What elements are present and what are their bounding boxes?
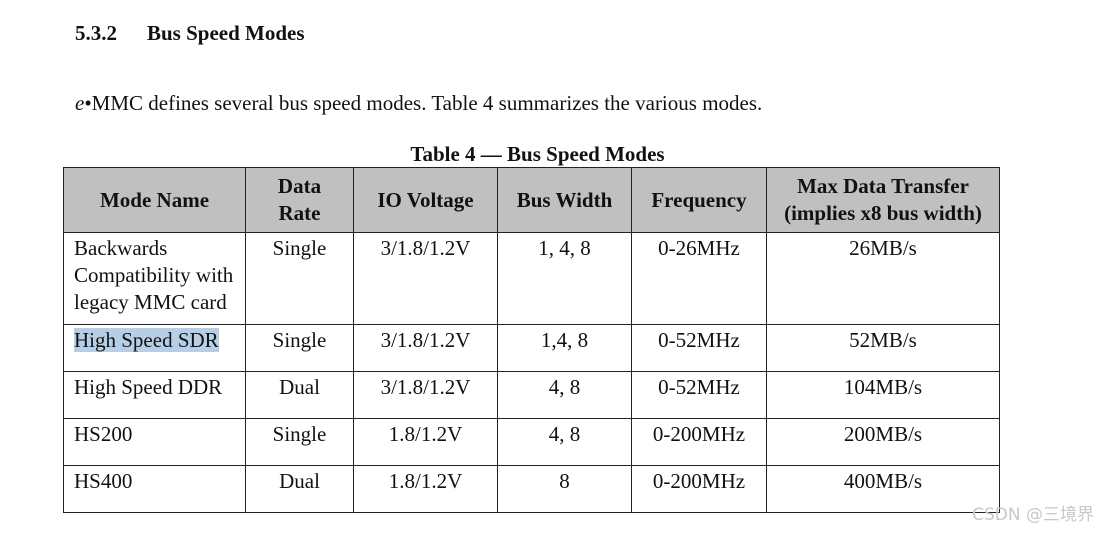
cell-io-voltage: 1.8/1.2V	[353, 418, 498, 466]
cell-bus-width: 4, 8	[497, 371, 632, 419]
mode-name-line: legacy MMC card	[74, 290, 227, 314]
header-data-rate-line1: Data	[277, 174, 322, 198]
header-max-data-transfer: Max Data Transfer (implies x8 bus width)	[766, 167, 1000, 233]
table-row: High Speed SDR Single 3/1.8/1.2V 1,4, 8 …	[63, 324, 1000, 372]
section-title: Bus Speed Modes	[147, 21, 305, 45]
header-frequency: Frequency	[631, 167, 767, 233]
intro-text: •MMC defines several bus speed modes. Ta…	[84, 91, 763, 115]
cell-mode-name: High Speed DDR	[63, 371, 246, 419]
header-io-voltage: IO Voltage	[353, 167, 498, 233]
cell-data-rate: Single	[245, 418, 354, 466]
cell-data-rate: Dual	[245, 371, 354, 419]
cell-max-transfer: 52MB/s	[766, 324, 1000, 372]
cell-frequency: 0-52MHz	[631, 324, 767, 372]
cell-bus-width: 4, 8	[497, 418, 632, 466]
cell-max-transfer: 200MB/s	[766, 418, 1000, 466]
cell-frequency: 0-52MHz	[631, 371, 767, 419]
cell-data-rate: Single	[245, 324, 354, 372]
cell-io-voltage: 1.8/1.2V	[353, 465, 498, 513]
section-number: 5.3.2	[75, 21, 117, 45]
cell-max-transfer: 104MB/s	[766, 371, 1000, 419]
cell-data-rate: Dual	[245, 465, 354, 513]
cell-bus-width: 1, 4, 8	[497, 232, 632, 325]
mode-name-line: Compatibility with	[74, 263, 234, 287]
cell-mode-name: HS400	[63, 465, 246, 513]
table-row: High Speed DDR Dual 3/1.8/1.2V 4, 8 0-52…	[63, 371, 1000, 419]
cell-io-voltage: 3/1.8/1.2V	[353, 324, 498, 372]
mode-name-line: Backwards	[74, 236, 168, 260]
header-data-rate: Data Rate	[245, 167, 354, 233]
cell-mode-name: High Speed SDR	[63, 324, 246, 372]
cell-max-transfer: 400MB/s	[766, 465, 1000, 513]
header-bus-width: Bus Width	[497, 167, 632, 233]
cell-frequency: 0-200MHz	[631, 465, 767, 513]
section-heading: 5.3.2 Bus Speed Modes	[75, 20, 305, 46]
cell-bus-width: 1,4, 8	[497, 324, 632, 372]
cell-io-voltage: 3/1.8/1.2V	[353, 232, 498, 325]
table-caption: Table 4 — Bus Speed Modes	[410, 142, 665, 166]
bus-speed-modes-table: Mode Name Data Rate IO Voltage Bus Width…	[63, 167, 1000, 513]
intro-italic-prefix: e	[75, 91, 85, 115]
cell-io-voltage: 3/1.8/1.2V	[353, 371, 498, 419]
header-max-transfer-line1: Max Data Transfer	[797, 174, 969, 198]
cell-mode-name: Backwards Compatibility with legacy MMC …	[63, 232, 246, 325]
table-row: HS200 Single 1.8/1.2V 4, 8 0-200MHz 200M…	[63, 418, 1000, 466]
selected-text-highlight[interactable]: High Speed SDR	[74, 328, 219, 352]
intro-paragraph: e•MMC defines several bus speed modes. T…	[75, 90, 762, 116]
csdn-watermark: CSDN @三境界	[972, 505, 1094, 525]
cell-bus-width: 8	[497, 465, 632, 513]
table-row: Backwards Compatibility with legacy MMC …	[63, 232, 1000, 325]
table-header-row: Mode Name Data Rate IO Voltage Bus Width…	[63, 167, 1000, 233]
table-row: HS400 Dual 1.8/1.2V 8 0-200MHz 400MB/s	[63, 465, 1000, 513]
header-data-rate-line2: Rate	[278, 201, 321, 225]
cell-mode-name: HS200	[63, 418, 246, 466]
cell-frequency: 0-200MHz	[631, 418, 767, 466]
cell-frequency: 0-26MHz	[631, 232, 767, 325]
header-mode-name: Mode Name	[63, 167, 246, 233]
header-max-transfer-line2: (implies x8 bus width)	[784, 201, 982, 225]
cell-max-transfer: 26MB/s	[766, 232, 1000, 325]
cell-data-rate: Single	[245, 232, 354, 325]
